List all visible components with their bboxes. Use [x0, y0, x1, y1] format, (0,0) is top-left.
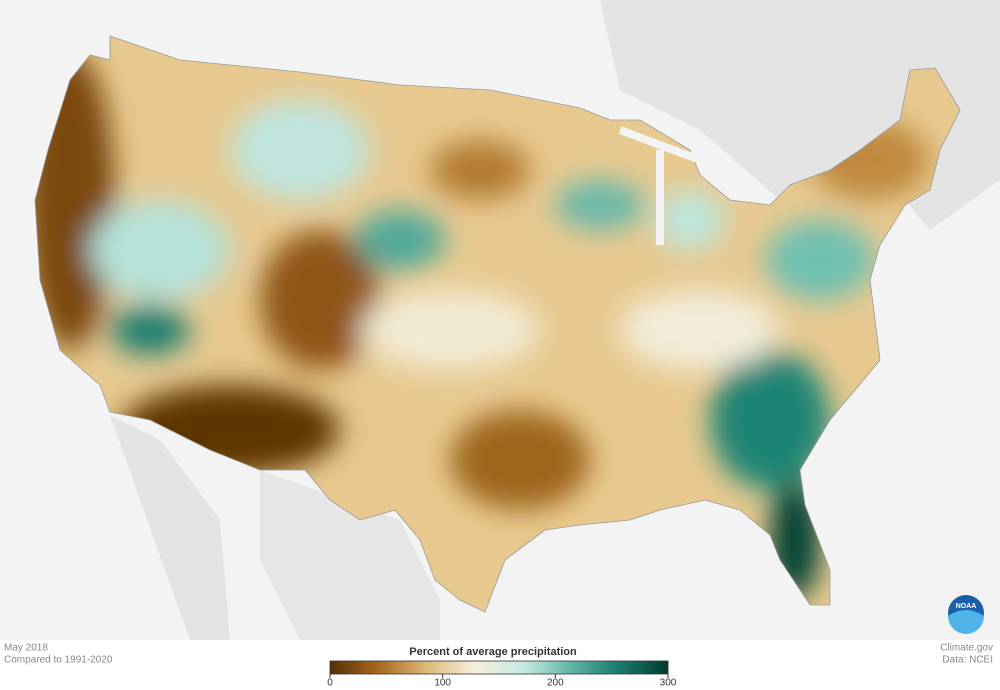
caption-period: May 2018: [4, 643, 48, 654]
credit-site: Climate.gov: [940, 643, 993, 654]
credit-source: Data: NCEI: [942, 655, 993, 666]
mexico-land: [110, 415, 230, 640]
legend-title: Percent of average precipitation: [409, 646, 577, 658]
noaa-logo-text: NOAA: [956, 603, 977, 610]
great-lakes: [618, 126, 702, 245]
us-border: [34, 35, 961, 613]
caption-baseline: Compared to 1991-2020: [4, 655, 113, 666]
noaa-logo-wave: [948, 610, 984, 634]
legend-tick-label: 200: [547, 678, 564, 689]
mexico-land: [260, 470, 440, 640]
legend-tick-label: 100: [434, 678, 451, 689]
legend-tick-label: 300: [660, 678, 677, 689]
legend-tick-label: 0: [327, 678, 333, 689]
legend-colorbar: [329, 660, 669, 675]
